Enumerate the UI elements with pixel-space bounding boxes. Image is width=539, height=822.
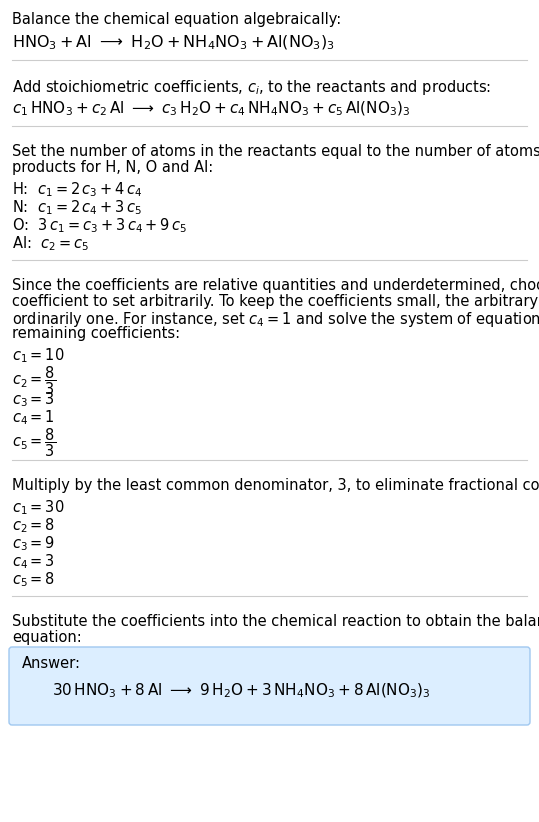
Text: $c_1 = 10$: $c_1 = 10$ xyxy=(12,346,65,365)
Text: equation:: equation: xyxy=(12,630,82,645)
Text: Al:  $c_2 = c_5$: Al: $c_2 = c_5$ xyxy=(12,234,89,252)
Text: O:  $3\,c_1 = c_3 + 3\,c_4 + 9\,c_5$: O: $3\,c_1 = c_3 + 3\,c_4 + 9\,c_5$ xyxy=(12,216,188,235)
FancyBboxPatch shape xyxy=(9,647,530,725)
Text: Since the coefficients are relative quantities and underdetermined, choose a: Since the coefficients are relative quan… xyxy=(12,278,539,293)
Text: Set the number of atoms in the reactants equal to the number of atoms in the: Set the number of atoms in the reactants… xyxy=(12,144,539,159)
Text: $c_1 = 30$: $c_1 = 30$ xyxy=(12,498,65,517)
Text: $c_3 = 9$: $c_3 = 9$ xyxy=(12,534,55,552)
Text: $c_4 = 3$: $c_4 = 3$ xyxy=(12,552,55,570)
Text: Add stoichiometric coefficients, $c_i$, to the reactants and products:: Add stoichiometric coefficients, $c_i$, … xyxy=(12,78,491,97)
Text: coefficient to set arbitrarily. To keep the coefficients small, the arbitrary va: coefficient to set arbitrarily. To keep … xyxy=(12,294,539,309)
Text: $30\,\mathrm{HNO_3} + 8\,\mathrm{Al}\ \longrightarrow\ 9\,\mathrm{H_2O} + 3\,\ma: $30\,\mathrm{HNO_3} + 8\,\mathrm{Al}\ \l… xyxy=(52,682,431,700)
Text: Multiply by the least common denominator, 3, to eliminate fractional coefficient: Multiply by the least common denominator… xyxy=(12,478,539,493)
Text: $c_5 = \dfrac{8}{3}$: $c_5 = \dfrac{8}{3}$ xyxy=(12,426,56,459)
Text: Balance the chemical equation algebraically:: Balance the chemical equation algebraica… xyxy=(12,12,341,27)
Text: H:  $c_1 = 2\,c_3 + 4\,c_4$: H: $c_1 = 2\,c_3 + 4\,c_4$ xyxy=(12,180,142,199)
Text: $c_3 = 3$: $c_3 = 3$ xyxy=(12,390,55,409)
Text: N:  $c_1 = 2\,c_4 + 3\,c_5$: N: $c_1 = 2\,c_4 + 3\,c_5$ xyxy=(12,198,142,217)
Text: Substitute the coefficients into the chemical reaction to obtain the balanced: Substitute the coefficients into the che… xyxy=(12,614,539,629)
Text: Answer:: Answer: xyxy=(22,656,81,671)
Text: ordinarily one. For instance, set $c_4 = 1$ and solve the system of equations fo: ordinarily one. For instance, set $c_4 =… xyxy=(12,310,539,329)
Text: $c_4 = 1$: $c_4 = 1$ xyxy=(12,408,55,427)
Text: $c_2 = 8$: $c_2 = 8$ xyxy=(12,516,55,534)
Text: $c_5 = 8$: $c_5 = 8$ xyxy=(12,570,55,589)
Text: remaining coefficients:: remaining coefficients: xyxy=(12,326,180,341)
Text: $c_2 = \dfrac{8}{3}$: $c_2 = \dfrac{8}{3}$ xyxy=(12,364,56,396)
Text: products for H, N, O and Al:: products for H, N, O and Al: xyxy=(12,160,213,175)
Text: $\mathrm{HNO_3 + Al\ \longrightarrow\ H_2O + NH_4NO_3 + Al(NO_3)_3}$: $\mathrm{HNO_3 + Al\ \longrightarrow\ H_… xyxy=(12,34,335,53)
Text: $c_1\,\mathrm{HNO_3} + c_2\,\mathrm{Al}\ \longrightarrow\ c_3\,\mathrm{H_2O} + c: $c_1\,\mathrm{HNO_3} + c_2\,\mathrm{Al}\… xyxy=(12,100,411,118)
